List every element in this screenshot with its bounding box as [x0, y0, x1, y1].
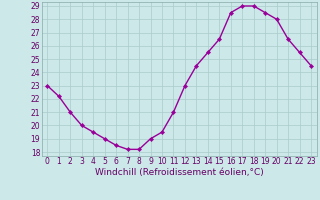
X-axis label: Windchill (Refroidissement éolien,°C): Windchill (Refroidissement éolien,°C) — [95, 168, 264, 177]
